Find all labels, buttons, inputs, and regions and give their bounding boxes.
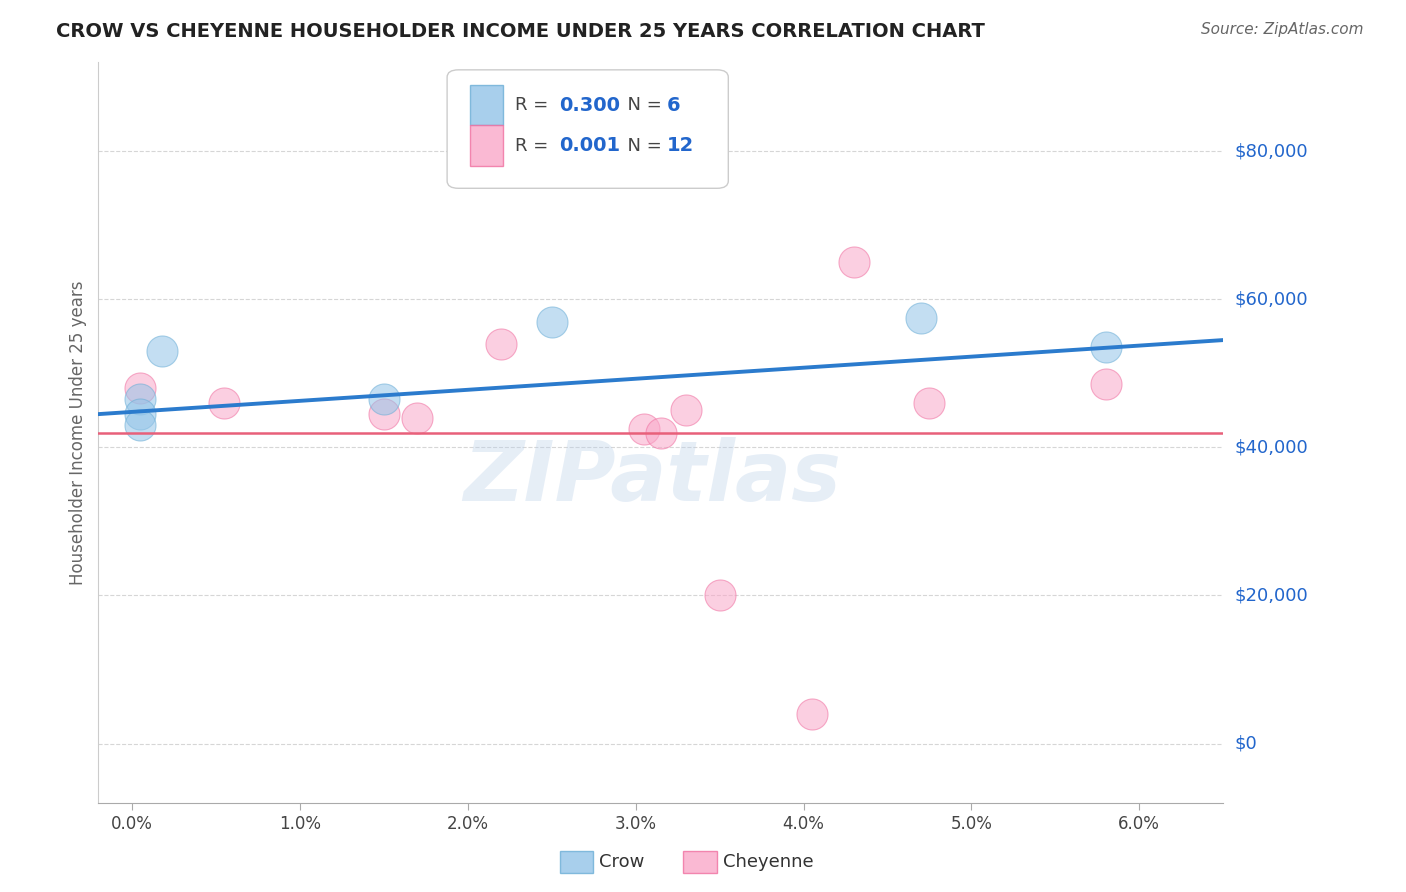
Text: Cheyenne: Cheyenne <box>723 853 813 871</box>
Point <box>540 314 562 328</box>
Text: Crow: Crow <box>599 853 644 871</box>
FancyBboxPatch shape <box>447 70 728 188</box>
FancyBboxPatch shape <box>470 85 503 126</box>
Point <box>129 418 152 433</box>
Point <box>709 589 731 603</box>
Point <box>150 344 173 359</box>
Text: $0: $0 <box>1234 735 1257 753</box>
Text: $60,000: $60,000 <box>1234 291 1308 309</box>
Text: Source: ZipAtlas.com: Source: ZipAtlas.com <box>1201 22 1364 37</box>
Text: 0.300: 0.300 <box>560 95 620 114</box>
Point <box>650 425 672 440</box>
Point <box>633 422 655 436</box>
Text: $80,000: $80,000 <box>1234 143 1308 161</box>
Point <box>214 396 236 410</box>
Point <box>918 396 941 410</box>
Text: $40,000: $40,000 <box>1234 439 1308 457</box>
Text: 6: 6 <box>666 95 681 114</box>
Point <box>373 407 395 421</box>
Point <box>373 392 395 407</box>
Point <box>129 407 152 421</box>
Text: $20,000: $20,000 <box>1234 587 1308 605</box>
Point <box>129 381 152 395</box>
Y-axis label: Householder Income Under 25 years: Householder Income Under 25 years <box>69 280 87 585</box>
Point <box>910 310 932 325</box>
Point <box>491 336 513 351</box>
Text: CROW VS CHEYENNE HOUSEHOLDER INCOME UNDER 25 YEARS CORRELATION CHART: CROW VS CHEYENNE HOUSEHOLDER INCOME UNDE… <box>56 22 986 41</box>
FancyBboxPatch shape <box>470 126 503 166</box>
Point <box>842 255 865 269</box>
Text: R =: R = <box>515 136 554 154</box>
Point <box>406 410 429 425</box>
Point <box>129 392 152 407</box>
Text: ZIPatlas: ZIPatlas <box>464 436 841 517</box>
FancyBboxPatch shape <box>560 851 593 873</box>
Text: 0.001: 0.001 <box>560 136 620 155</box>
Text: N =: N = <box>616 136 668 154</box>
Text: 12: 12 <box>666 136 693 155</box>
Point <box>1094 377 1116 392</box>
Point <box>1094 341 1116 355</box>
Point <box>800 706 823 721</box>
Point <box>675 403 697 417</box>
Text: N =: N = <box>616 96 668 114</box>
FancyBboxPatch shape <box>683 851 717 873</box>
Text: R =: R = <box>515 96 554 114</box>
